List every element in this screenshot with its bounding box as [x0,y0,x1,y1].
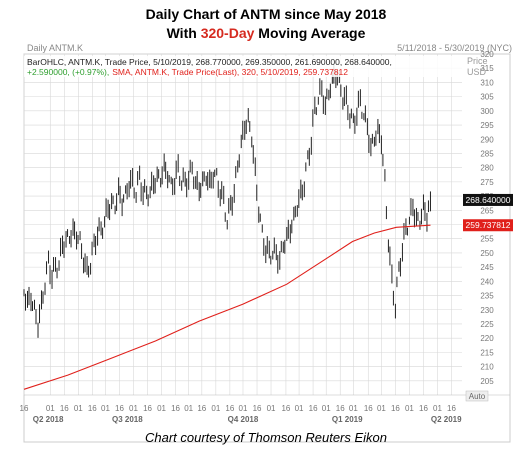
x-tick-label: 16 [419,404,428,413]
y-tick-label: 210 [480,363,494,372]
legend-sma: SMA, ANTM.K, Trade Price(Last), 320, 5/1… [112,67,348,77]
quarter-label: Q3 2018 [112,415,143,424]
y-tick-label: 250 [480,249,494,258]
x-tick-label: 01 [184,404,193,413]
x-tick-label: 16 [281,404,290,413]
x-tick-label: 16 [197,404,206,413]
auto-button[interactable] [465,390,489,402]
x-tick-label: 01 [129,404,138,413]
value-tags: 268.640000 259.737812 [463,193,513,232]
title-prefix: With [166,25,201,41]
sma-path [23,224,431,390]
x-tick-label: 01 [349,404,358,413]
price-bars [23,64,431,338]
y-tick-label: 265 [480,206,494,215]
x-tick-label: 16 [336,404,345,413]
y-tick-label: 230 [480,306,494,315]
quarter-label: Q1 2019 [332,415,363,424]
x-tick-label: 01 [433,404,442,413]
x-tick-label: 16 [60,404,69,413]
y-tick-label: 240 [480,277,494,286]
sma-line [23,224,431,390]
chart-panel: Daily ANTM.K 5/11/2018 - 5/30/2019 (NYC)… [20,43,513,443]
quarter-label: Q2 2019 [431,415,462,424]
y-tick-label: 290 [480,135,494,144]
panel-date-range: 5/11/2018 - 5/30/2019 (NYC) [397,43,512,53]
y-tick-label: 310 [480,78,494,87]
chart-title-line1: Daily Chart of ANTM since May 2018 [145,6,387,22]
sma-tag-label: 259.737812 [466,220,511,230]
y-tick-label: 305 [480,93,494,102]
legend-sma-row: +2.590000, (+0.97%), SMA, ANTM.K, Trade P… [27,67,348,77]
x-tick-label: 01 [322,404,331,413]
chart-title-line2: With 320-Day Moving Average [0,25,532,41]
x-tick-label: 01 [101,404,110,413]
y-tick-label: 255 [480,235,494,244]
x-tick-label: 16 [447,404,456,413]
legend-bg [24,56,472,77]
x-tick-label: 01 [377,404,386,413]
y-tick-label: 275 [480,178,494,187]
last-price-tag-label: 268.640000 [466,195,511,205]
last-price-tag [463,193,513,206]
x-tick-label: 16 [171,404,180,413]
x-tick-label: 01 [239,404,248,413]
legend-ohlc: BarOHLC, ANTM.K, Trade Price, 5/10/2019,… [27,57,392,67]
title-highlight: 320-Day [200,25,255,41]
sma-tag [463,219,513,232]
panel-name: Daily ANTM.K [27,43,83,53]
usd-axis-label: USD [467,67,487,77]
y-tick-label: 245 [480,263,494,272]
y-tick-label: 295 [480,121,494,130]
chart-credit: Chart courtesy of Thomson Reuters Eikon [144,430,388,445]
x-tick-label: 01 [74,404,83,413]
x-tick-label: 16 [20,404,29,413]
title-suffix: Moving Average [254,25,366,41]
x-tick-label: 16 [391,404,400,413]
y-tick-label: 205 [480,377,494,386]
x-tick-label: 16 [115,404,124,413]
quarter-label: Q2 2018 [33,415,64,424]
legend-change: +2.590000, (+0.97%), [27,67,109,77]
x-tick-label: 01 [157,404,166,413]
y-tick-label: 300 [480,107,494,116]
x-tick-label: 16 [225,404,234,413]
y-tick-label: 285 [480,149,494,158]
price-axis-label: Price [467,56,488,66]
y-tick-label: 225 [480,320,494,329]
y-tick-label: 220 [480,334,494,343]
x-axis: 16 01 16 01 16 01 16 01 16 01 16 01 16 01 16 01 16 01 16 01… [20,394,510,424]
x-tick-label: 01 [267,404,276,413]
quarter-label: Q4 2018 [228,415,259,424]
x-tick-label: 16 [309,404,318,413]
y-tick-label: 235 [480,292,494,301]
x-tick-label: 16 [364,404,373,413]
y-tick-label: 280 [480,164,494,173]
y-tick-label: 215 [480,348,494,357]
x-tick-label: 01 [295,404,304,413]
x-tick-label: 01 [405,404,414,413]
y-tick-label: 320 [480,50,494,59]
y-tick-label: 315 [480,64,494,73]
auto-label: Auto [469,392,486,401]
x-tick-label: 16 [88,404,97,413]
x-tick-label: 16 [143,404,152,413]
x-tick-label: 16 [253,404,262,413]
x-tick-label: 01 [46,404,55,413]
x-tick-label: 01 [211,404,220,413]
